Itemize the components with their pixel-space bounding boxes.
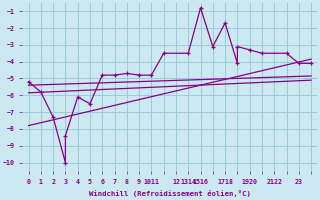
X-axis label: Windchill (Refroidissement éolien,°C): Windchill (Refroidissement éolien,°C) xyxy=(89,190,251,197)
